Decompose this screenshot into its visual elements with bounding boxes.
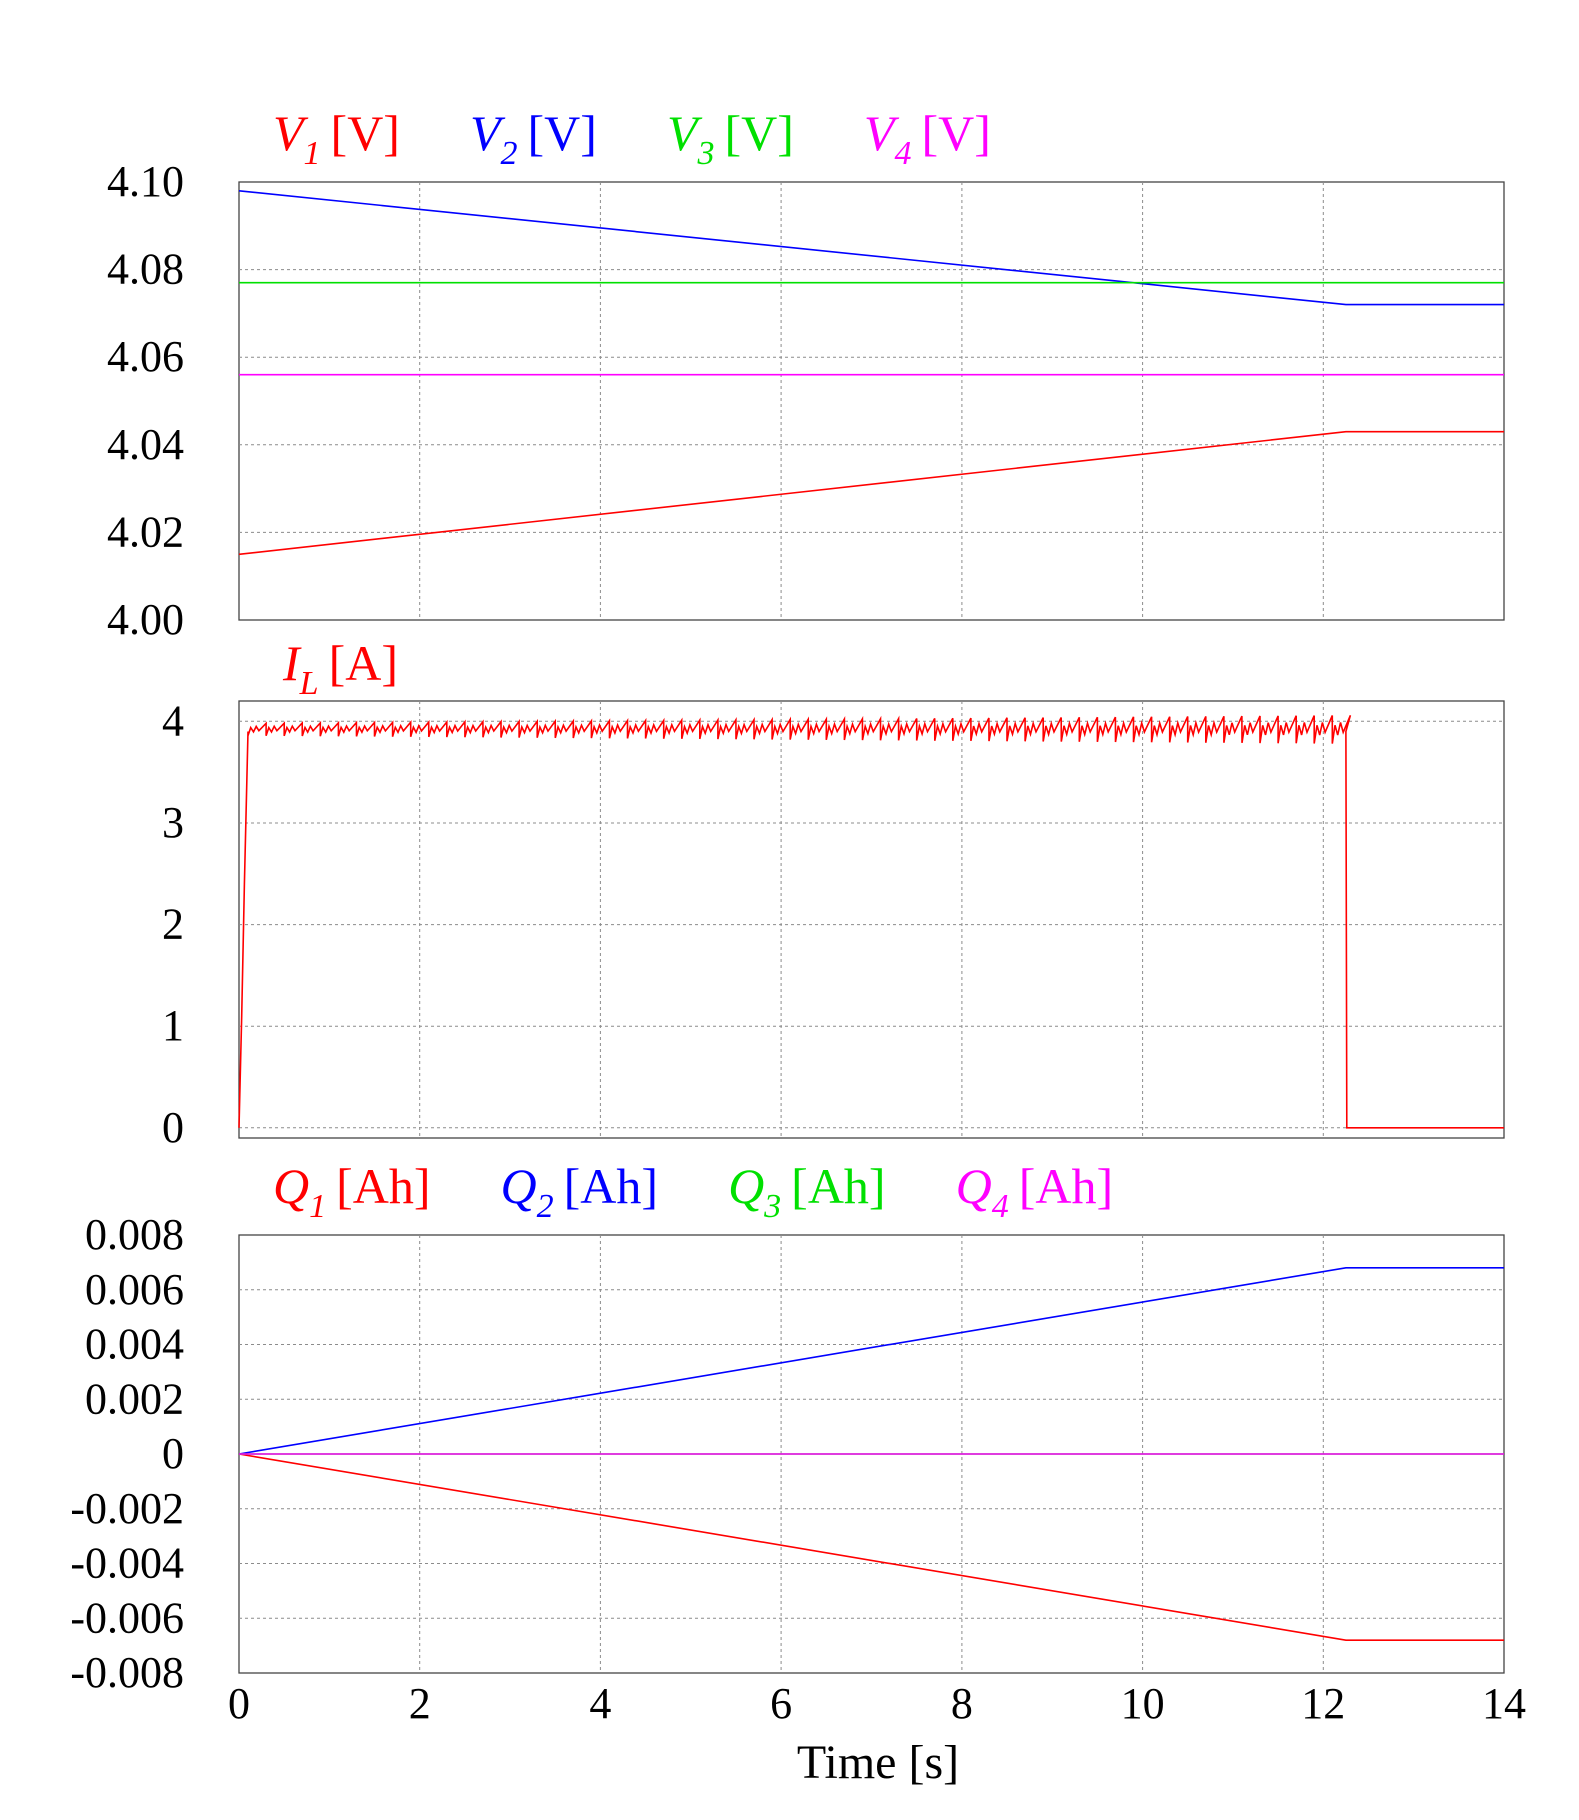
legend-subscript: 1 (309, 1188, 326, 1225)
legend-unit: [Ah] (336, 1158, 430, 1214)
x-tick-label: 6 (770, 1679, 792, 1728)
voltage-y-tick-label: 4.02 (107, 507, 184, 556)
charge-y-tick-label: 0 (162, 1429, 184, 1478)
current-y-tick-label: 4 (162, 696, 184, 745)
legend-symbol: V (667, 105, 703, 161)
legend-symbol: Q (273, 1158, 309, 1214)
legend-symbol: Q (501, 1158, 537, 1214)
current-y-tick-label: 3 (162, 798, 184, 847)
legend-symbol: I (282, 635, 302, 691)
legend-symbol: V (273, 105, 309, 161)
charge-series-q1 (238, 1453, 1504, 1641)
legend-subscript: 2 (537, 1188, 554, 1225)
legend-symbol: Q (956, 1158, 992, 1214)
current-y-tick-label: 1 (162, 1001, 184, 1050)
voltage-y-tick-label: 4.10 (107, 157, 184, 206)
charge-y-tick-label: 0.004 (85, 1320, 184, 1369)
charge-y-tick-label: -0.006 (70, 1593, 184, 1642)
charge-y-tick-label: -0.004 (70, 1539, 184, 1588)
legend-unit: [V] (724, 105, 793, 161)
charge-y-ticks: -0.008 -0.006 -0.004 -0.002 0 0.002 0.004 0.006… (70, 1210, 184, 1697)
legend-subscript: L (299, 665, 319, 702)
x-tick-label: 4 (589, 1679, 611, 1728)
voltage-series-v2 (238, 190, 1504, 306)
legend-subscript: 3 (696, 135, 714, 172)
legend-subscript: 4 (894, 135, 911, 172)
current-panel: 0 1 2 3 4 IL [A] (162, 635, 1505, 1152)
charge-y-tick-label: 0.008 (85, 1210, 184, 1259)
x-tick-label: 8 (951, 1679, 973, 1728)
legend-subscript: 4 (992, 1188, 1009, 1225)
charge-legend: Q1 [Ah] Q2 [Ah] Q3 [Ah] Q4 [Ah] (273, 1158, 1113, 1225)
current-plot-frame (238, 700, 1505, 1139)
x-tick-label: 14 (1482, 1679, 1526, 1728)
x-tick-label: 12 (1301, 1679, 1345, 1728)
legend-unit: [Ah] (564, 1158, 658, 1214)
charge-series (238, 1267, 1504, 1641)
voltage-y-tick-label: 4.04 (107, 420, 184, 469)
legend-unit: [A] (329, 635, 398, 691)
legend-unit: [V] (331, 105, 400, 161)
current-legend: IL [A] (282, 635, 398, 702)
current-y-tick-label: 2 (162, 900, 184, 949)
voltage-series-v1 (238, 430, 1504, 556)
current-grid (239, 701, 1504, 1138)
legend-symbol: Q (728, 1158, 764, 1214)
voltage-y-tick-label: 4.08 (107, 245, 184, 294)
charge-y-tick-label: 0.002 (85, 1374, 184, 1423)
voltage-grid (239, 182, 1504, 620)
charge-panel: -0.008 -0.006 -0.004 -0.002 0 0.002 0.004 0.006… (70, 1158, 1505, 1697)
legend-unit: [V] (921, 105, 990, 161)
legend-subscript: 3 (763, 1188, 781, 1225)
voltage-legend: V1 [V] V2 [V] V3 [V] V4 [V] (273, 105, 991, 172)
charge-y-tick-label: -0.002 (70, 1484, 184, 1533)
legend-subscript: 2 (501, 135, 518, 172)
current-y-tick-label: 0 (162, 1103, 184, 1152)
legend-symbol: V (864, 105, 900, 161)
current-series (238, 714, 1504, 1129)
voltage-series (238, 190, 1504, 556)
voltage-plot-frame (238, 181, 1505, 621)
legend-unit: [Ah] (1019, 1158, 1113, 1214)
x-tick-label: 10 (1121, 1679, 1165, 1728)
x-ticks: 0 2 4 6 8 10 12 14 (228, 1679, 1526, 1728)
current-series-il (238, 714, 1504, 1129)
charge-y-tick-label: 0.006 (85, 1265, 184, 1314)
current-y-ticks: 0 1 2 3 4 (162, 696, 184, 1152)
x-tick-label: 0 (228, 1679, 250, 1728)
legend-unit: [Ah] (791, 1158, 885, 1214)
voltage-panel: 4.004.024.044.064.084.10 V1 [V] V2 [V] V3 [V]… (107, 105, 1505, 644)
legend-subscript: 1 (304, 135, 321, 172)
legend-symbol: V (470, 105, 506, 161)
voltage-y-tick-label: 4.06 (107, 332, 184, 381)
voltage-y-ticks: 4.00 4.02 4.04 4.06 4.08 4.10 (107, 157, 184, 644)
charge-y-tick-label: -0.008 (70, 1648, 184, 1697)
voltage-y-tick-label: 4.00 (107, 595, 184, 644)
x-axis-label: Time [s] (797, 1736, 959, 1789)
x-tick-label: 2 (409, 1679, 431, 1728)
charge-series-q2 (238, 1267, 1504, 1455)
legend-unit: [V] (528, 105, 597, 161)
